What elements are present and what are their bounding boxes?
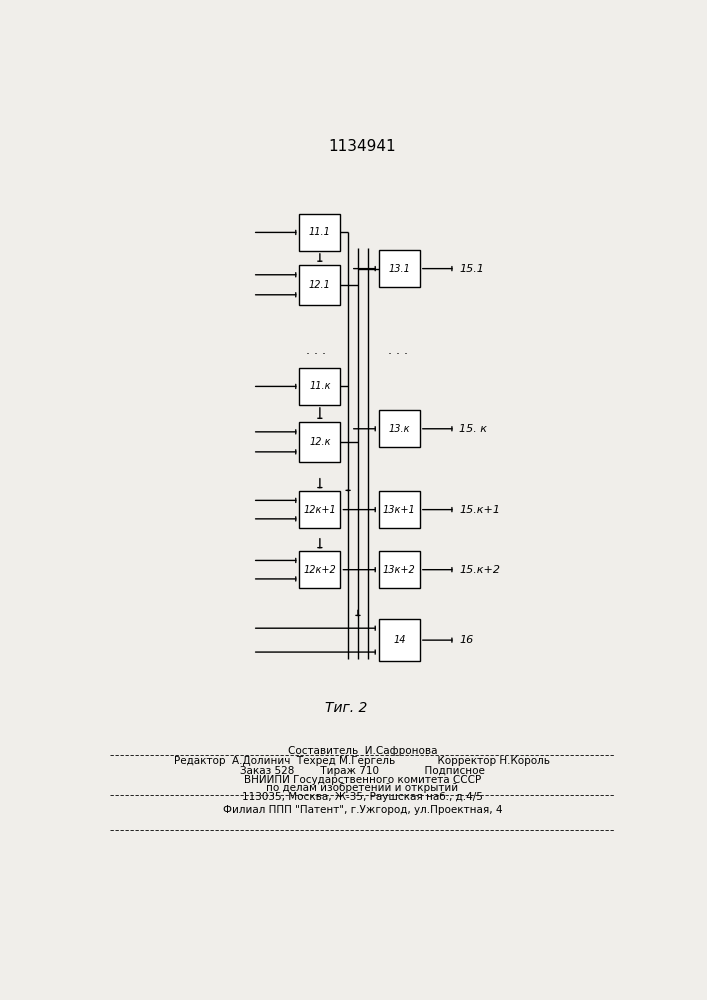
Text: 11.1: 11.1 [309,227,331,237]
Text: 12к+1: 12к+1 [303,505,337,515]
Text: 15. к: 15. к [460,424,487,434]
Text: 13.к: 13.к [389,424,410,434]
Text: 15.к+2: 15.к+2 [460,565,501,575]
Text: 13к+2: 13к+2 [383,565,416,575]
Bar [299,265,341,305]
Bar [379,619,420,661]
Bar [379,491,420,528]
Text: по делам изобретений и открытий: по делам изобретений и открытий [267,783,458,793]
Text: Составитель  И.Сафронова: Составитель И.Сафронова [288,746,437,756]
Bar [299,214,341,251]
Text: 12.к: 12.к [309,437,331,447]
Text: Τиг. 2: Τиг. 2 [325,701,367,715]
Text: 113035, Москва, Ж-35, Раушская наб., д.4/5: 113035, Москва, Ж-35, Раушская наб., д.4… [242,792,483,802]
Text: 15.к+1: 15.к+1 [460,505,501,515]
Text: Заказ 528        Тираж 710              Подписное: Заказ 528 Тираж 710 Подписное [240,766,485,776]
Text: Редактор  А.Долинич  Техред М.Гергель             Корректор Н.Король: Редактор А.Долинич Техред М.Гергель Корр… [175,756,550,766]
Text: 1134941: 1134941 [329,139,396,154]
Bar [299,368,341,405]
Text: 14: 14 [393,635,406,645]
Text: . . .: . . . [388,344,408,358]
Bar [379,410,420,447]
Text: ВНИИПИ Государственного комитета СССР: ВНИИПИ Государственного комитета СССР [244,775,481,785]
Bar [299,551,341,588]
Text: . . .: . . . [305,344,326,358]
Text: 15.1: 15.1 [460,264,484,274]
Text: 13к+1: 13к+1 [383,505,416,515]
Text: 12к+2: 12к+2 [303,565,337,575]
Bar [379,551,420,588]
Bar [379,250,420,287]
Text: 11.к: 11.к [309,381,331,391]
Text: 12.1: 12.1 [309,280,331,290]
Text: Филиал ППП "Патент", г.Ужгород, ул.Проектная, 4: Филиал ППП "Патент", г.Ужгород, ул.Проек… [223,805,502,815]
Bar [299,491,341,528]
Bar [299,422,341,462]
Text: 16: 16 [460,635,474,645]
Text: 13.1: 13.1 [388,264,410,274]
